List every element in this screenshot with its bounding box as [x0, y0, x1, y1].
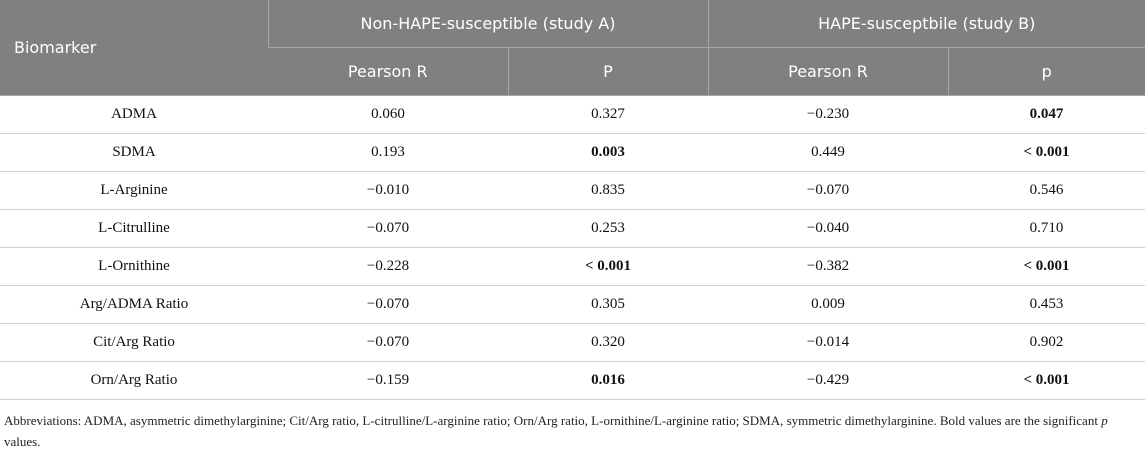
table-cell: −0.014 — [708, 323, 948, 362]
table-cell: < 0.001 — [948, 133, 1145, 172]
table-cell: 0.047 — [948, 95, 1145, 134]
table-cell: 0.453 — [948, 285, 1145, 324]
sub-header: P — [507, 47, 708, 96]
table-cell: Orn/Arg Ratio — [0, 361, 268, 400]
table-row: Cit/Arg Ratio −0.070 0.320 −0.014 0.902 — [0, 323, 1145, 362]
footnote-text: values. — [4, 434, 41, 449]
table-cell: 0.327 — [508, 95, 708, 134]
table-cell: Arg/ADMA Ratio — [0, 285, 268, 324]
table-row: L-Arginine −0.010 0.835 −0.070 0.546 — [0, 171, 1145, 210]
table-cell: 0.835 — [508, 171, 708, 210]
table-cell: 0.546 — [948, 171, 1145, 210]
table-cell: 0.003 — [508, 133, 708, 172]
table-cell: −0.070 — [268, 285, 508, 324]
footnote-text: p — [1101, 413, 1108, 428]
table-cell: Cit/Arg Ratio — [0, 323, 268, 362]
sub-header: Pearson R — [707, 47, 948, 96]
table-cell: L-Citrulline — [0, 209, 268, 248]
group-header: HAPE-susceptbile (study B) — [707, 0, 1145, 48]
table-cell: < 0.001 — [948, 361, 1145, 400]
table-cell: 0.009 — [708, 285, 948, 324]
table-cell: 0.253 — [508, 209, 708, 248]
table-cell: −0.040 — [708, 209, 948, 248]
table-row: Arg/ADMA Ratio −0.070 0.305 0.009 0.453 — [0, 285, 1145, 324]
table-header: Biomarker Non-HAPE-susceptible (study A) H… — [0, 0, 1145, 96]
sub-header: Pearson R — [268, 47, 508, 96]
table-cell: −0.010 — [268, 171, 508, 210]
data-table: Biomarker Non-HAPE-susceptible (study A) H… — [0, 0, 1145, 400]
table-cell: 0.710 — [948, 209, 1145, 248]
table-cell: SDMA — [0, 133, 268, 172]
header-row: Biomarker Non-HAPE-susceptible (study A) H… — [0, 0, 1145, 96]
table-cell: ADMA — [0, 95, 268, 134]
sub-header: p — [947, 47, 1145, 96]
table-body: ADMA 0.060 0.327 −0.230 0.047 SDMA 0.193 0.003 0… — [0, 95, 1145, 400]
table-cell: L-Arginine — [0, 171, 268, 210]
footnote: Abbreviations: ADMA, asymmetric dimethyl… — [4, 410, 1134, 449]
table-cell: −0.070 — [268, 209, 508, 248]
footnote-text: Abbreviations: ADMA, asymmetric dimethyl… — [4, 413, 1102, 428]
table-row: L-Citrulline −0.070 0.253 −0.040 0.710 — [0, 209, 1145, 248]
table-cell: −0.159 — [268, 361, 508, 400]
table-cell: 0.449 — [708, 133, 948, 172]
table-cell: −0.228 — [268, 247, 508, 286]
table-cell: 0.320 — [508, 323, 708, 362]
table-cell: −0.382 — [708, 247, 948, 286]
table-cell: < 0.001 — [948, 247, 1145, 286]
table-cell: −0.070 — [708, 171, 948, 210]
table-cell: 0.016 — [508, 361, 708, 400]
table-row: SDMA 0.193 0.003 0.449 < 0.001 — [0, 133, 1145, 172]
table-cell: 0.060 — [268, 95, 508, 134]
header-cell: Biomarker — [0, 0, 268, 96]
table-cell: −0.070 — [268, 323, 508, 362]
table-cell: −0.230 — [708, 95, 948, 134]
table-row: L-Ornithine −0.228 < 0.001 −0.382 < 0.001 — [0, 247, 1145, 286]
table-cell: 0.193 — [268, 133, 508, 172]
table-row: Orn/Arg Ratio −0.159 0.016 −0.429 < 0.001 — [0, 361, 1145, 400]
table-cell: < 0.001 — [508, 247, 708, 286]
table-row: ADMA 0.060 0.327 −0.230 0.047 — [0, 95, 1145, 134]
group-header: Non-HAPE-susceptible (study A) — [267, 0, 708, 48]
table-cell: 0.902 — [948, 323, 1145, 362]
table-cell: −0.429 — [708, 361, 948, 400]
table-cell: L-Ornithine — [0, 247, 268, 286]
table-cell: 0.305 — [508, 285, 708, 324]
